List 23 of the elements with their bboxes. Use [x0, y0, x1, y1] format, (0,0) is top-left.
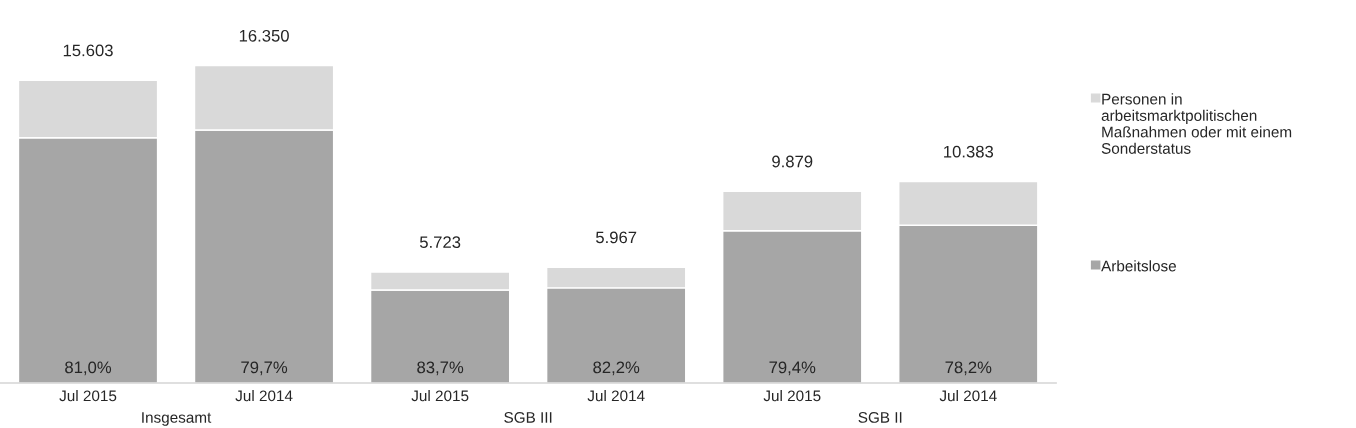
annotation: 79,4% [769, 361, 816, 376]
annotation: 5.967 [596, 231, 637, 244]
text: SGB III [504, 412, 552, 423]
annotation: 83,7% [417, 361, 464, 376]
x-tick-label: Jul 2015 [763, 390, 821, 402]
text: 16.350 [239, 29, 289, 42]
text: Insgesamt [142, 412, 212, 426]
annotation: 9.879 [772, 155, 813, 168]
x-tick-label: Jul 2014 [587, 390, 645, 402]
annotation: 5.723 [419, 236, 461, 249]
annotation: 79,7% [241, 361, 288, 376]
annotation: 10.383 [944, 145, 994, 158]
text: 15.603 [63, 44, 113, 57]
x-tick-label: Jul 2015 [411, 390, 469, 402]
x-tick-label: Jul 2015 [59, 390, 117, 402]
x-tick-label: Jul 2014 [235, 390, 293, 402]
annotation: 81,0% [65, 361, 112, 376]
x-tick-label: Jul 2014 [939, 390, 997, 402]
annotation: 82,2% [593, 361, 640, 376]
annotation: 78,2% [945, 361, 992, 376]
text: SGB II [858, 412, 902, 423]
legend-label: Arbeitslose [1101, 260, 1176, 272]
legend-label: Personen in arbeitsmarktpolitischen Maßnahmen oder mit einem Sonderstatus [1101, 93, 1292, 154]
